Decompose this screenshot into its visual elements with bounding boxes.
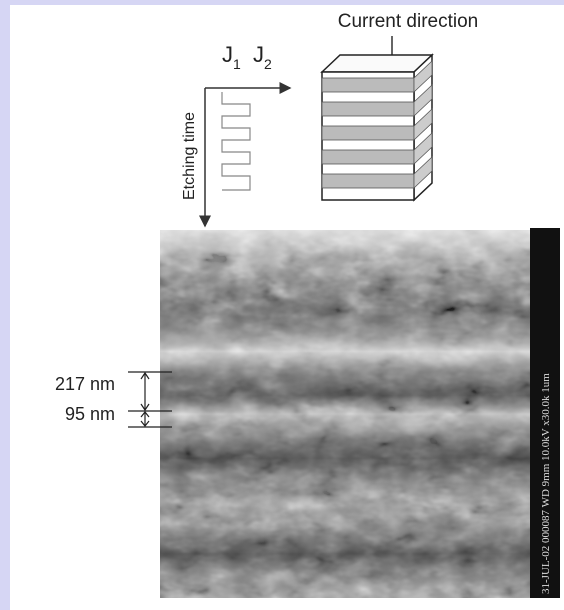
figure: Current direction J1 J2 Etching time 31-… [0,0,564,610]
j2-letter: J [253,42,264,67]
multilayer-block [322,55,432,200]
sem-info: 31-JUL-02 000087 WD 9mm 10.0kV x30.0k 1u… [540,373,552,594]
current-direction-label: Current direction [338,11,478,32]
j1-letter: J [222,42,233,67]
j1-subscript: 1 [233,56,241,72]
sem-image: 31-JUL-02 000087 WD 9mm 10.0kV x30.0k 1u… [160,228,560,598]
thickness-label: 217 nm [55,374,115,394]
j2-subscript: 2 [264,56,272,72]
thickness-label: 95 nm [65,404,115,424]
page: Current direction J1 J2 Etching time 31-… [0,0,564,610]
etching-time-label: Etching time [181,112,198,200]
